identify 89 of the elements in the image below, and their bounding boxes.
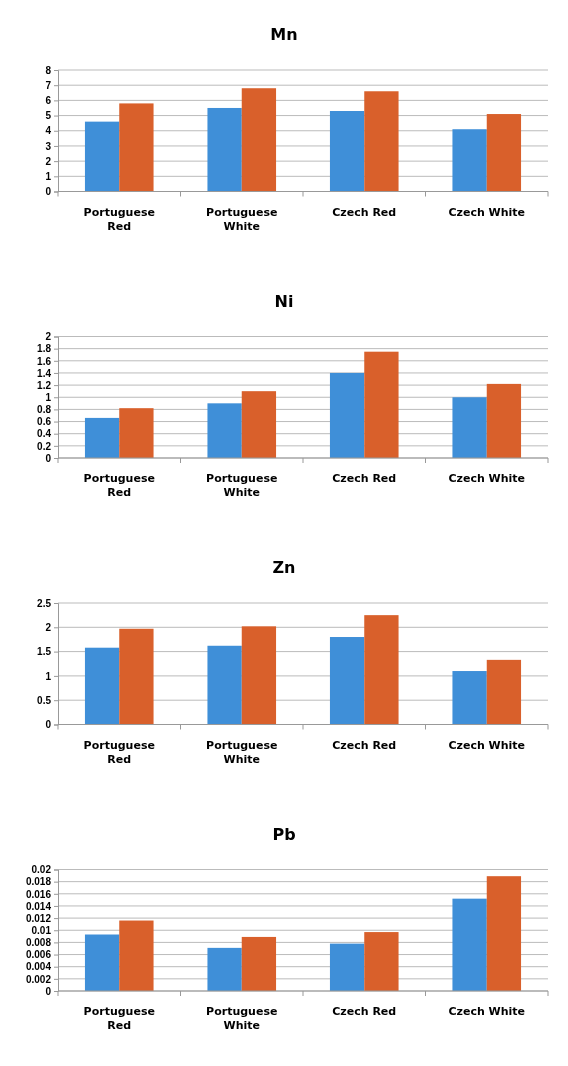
- x-tick-label: Portuguese White: [206, 1005, 278, 1033]
- bar: [119, 408, 154, 458]
- bar: [241, 391, 277, 458]
- bar: [364, 91, 399, 192]
- bar: [207, 403, 242, 458]
- y-tick-label: 1: [45, 171, 52, 183]
- y-tick-label: 7: [45, 79, 52, 91]
- bar: [364, 351, 399, 458]
- bar: [207, 107, 242, 192]
- x-tick-label: Czech White: [448, 472, 526, 485]
- y-tick-label: 0.008: [25, 937, 52, 949]
- y-tick-label: 3: [45, 140, 52, 152]
- y-tick-label: 8: [45, 64, 52, 76]
- bar: [486, 876, 522, 991]
- bar: [84, 121, 120, 192]
- y-tick-label: 1.8: [37, 343, 52, 355]
- bar: [84, 417, 120, 458]
- x-tick-label: Portuguese Red: [83, 472, 155, 500]
- x-tick-label: Czech White: [448, 205, 526, 219]
- y-tick-label: 1: [45, 670, 52, 682]
- y-tick-label: 1: [45, 391, 52, 403]
- x-tick-label: Czech Red: [332, 738, 397, 752]
- y-tick-label: 0: [45, 985, 52, 997]
- bar: [241, 88, 277, 192]
- y-tick-label: 1.2: [37, 379, 52, 391]
- y-tick-label: 0.012: [25, 912, 52, 924]
- bar: [207, 947, 242, 991]
- bar: [329, 111, 365, 192]
- y-tick-label: 5: [45, 110, 52, 122]
- y-tick-label: 0.4: [37, 428, 52, 440]
- y-tick-label: 2: [45, 622, 52, 633]
- y-tick-label: 1.5: [37, 646, 52, 658]
- bar: [207, 645, 242, 725]
- bar: [241, 936, 277, 991]
- bar: [119, 103, 154, 192]
- x-tick-label: Portuguese White: [206, 738, 278, 766]
- y-tick-label: 0: [45, 719, 52, 731]
- chart-title: Ni: [274, 291, 294, 311]
- bar: [486, 659, 522, 725]
- bar: [84, 647, 120, 725]
- bar: [452, 129, 487, 192]
- bar: [486, 114, 522, 192]
- y-tick-label: 6: [45, 95, 52, 107]
- bar: [364, 615, 399, 725]
- bar: [329, 637, 365, 725]
- x-tick-label: Portuguese White: [206, 472, 278, 500]
- chart-title: Pb: [272, 824, 296, 844]
- y-tick-label: 0.014: [25, 900, 52, 912]
- y-tick-label: 0.2: [37, 440, 52, 452]
- bar: [119, 628, 154, 725]
- y-tick-label: 0: [45, 186, 52, 198]
- y-tick-label: 0: [45, 452, 52, 464]
- bar: [241, 626, 277, 725]
- x-tick-label: Czech Red: [332, 472, 397, 485]
- y-tick-label: 2.5: [37, 597, 52, 609]
- y-tick-label: 0.8: [37, 404, 52, 416]
- y-tick-label: 0.004: [25, 961, 52, 973]
- y-tick-label: 1.4: [37, 367, 52, 379]
- x-tick-label: Czech Red: [332, 1005, 397, 1018]
- chart-title: Mn: [270, 25, 298, 44]
- y-tick-label: 0.006: [25, 949, 52, 961]
- y-tick-label: 0.016: [25, 888, 52, 900]
- bar: [329, 372, 365, 458]
- y-tick-label: 0.018: [25, 876, 52, 888]
- y-tick-label: 0.6: [37, 416, 52, 428]
- y-tick-label: 0.002: [25, 973, 52, 985]
- bar: [486, 383, 522, 458]
- bar: [452, 671, 487, 725]
- y-tick-label: 4: [45, 125, 52, 137]
- bar: [119, 920, 154, 991]
- x-tick-label: Czech White: [448, 738, 526, 752]
- bar: [84, 934, 120, 991]
- y-tick-label: 2: [45, 155, 52, 167]
- x-tick-label: Portuguese White: [206, 205, 278, 233]
- bar: [364, 932, 399, 991]
- y-tick-label: 0.01: [31, 924, 52, 936]
- y-tick-label: 0.02: [31, 864, 52, 876]
- y-tick-label: 1.6: [37, 355, 52, 367]
- x-tick-label: Portuguese Red: [83, 738, 155, 766]
- bar: [452, 898, 487, 991]
- y-tick-label: 0.5: [37, 694, 52, 706]
- bar: [452, 397, 487, 458]
- bar: [329, 943, 365, 991]
- y-tick-label: 2: [45, 331, 52, 343]
- x-tick-label: Portuguese Red: [83, 1005, 155, 1033]
- x-tick-label: Czech Red: [332, 205, 397, 219]
- chart-title: Zn: [272, 558, 296, 577]
- x-tick-label: Portuguese Red: [83, 205, 155, 233]
- x-tick-label: Czech White: [448, 1005, 526, 1018]
